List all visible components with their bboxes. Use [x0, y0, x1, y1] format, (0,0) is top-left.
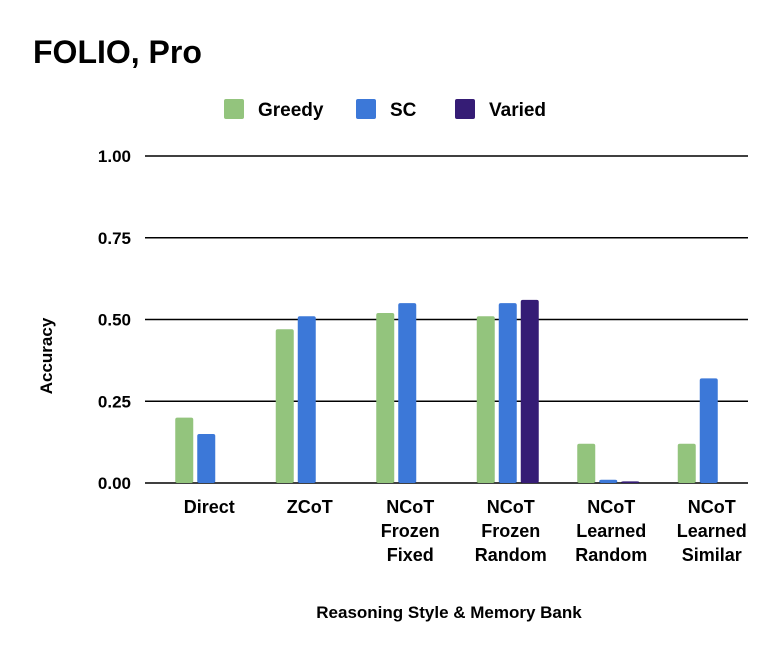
bar-greedy: [376, 312, 395, 483]
x-tick-label: NCoT Frozen Fixed: [381, 497, 440, 565]
bar-sc: [197, 433, 216, 483]
bar-greedy: [677, 443, 696, 483]
legend-item-sc: SC: [356, 99, 417, 121]
legend-swatch: [455, 99, 475, 119]
bar-greedy: [175, 417, 194, 483]
legend-swatch: [356, 99, 376, 119]
chart-title: FOLIO, Pro: [33, 34, 202, 70]
legend-swatch: [224, 99, 244, 119]
x-axis-label: Reasoning Style & Memory Bank: [316, 603, 582, 622]
bar-greedy: [275, 329, 294, 483]
legend-label: SC: [390, 100, 417, 121]
legend-item-varied: Varied: [455, 99, 546, 121]
bar-varied: [621, 481, 640, 483]
bar-sc: [699, 378, 718, 483]
bar-sc: [398, 303, 417, 483]
y-tick-label: 0.00: [98, 474, 131, 493]
y-tick-label: 0.50: [98, 311, 131, 330]
legend: Greedy SC Varied: [224, 99, 546, 121]
y-tick-label: 1.00: [98, 147, 131, 166]
legend-label: Greedy: [258, 100, 324, 121]
bar-varied: [520, 299, 539, 483]
bar-greedy: [476, 316, 495, 483]
x-tick-label: ZCoT: [287, 497, 333, 517]
y-axis-ticks: 0.00 0.25 0.50 0.75 1.00: [98, 147, 131, 493]
bar-sc: [498, 303, 517, 483]
x-axis-categories: Direct ZCoT NCoT Frozen Fixed NCoT Frozen Rando…: [184, 497, 747, 565]
bars: [175, 299, 718, 483]
x-tick-label: Direct: [184, 497, 235, 517]
legend-label: Varied: [489, 100, 546, 121]
x-tick-label: NCoT Learned Similar: [677, 497, 747, 565]
gridlines: [145, 155, 748, 484]
x-tick-label: NCoT Learned Random: [575, 497, 647, 565]
y-axis-label: Accuracy: [37, 317, 56, 394]
bar-sc: [297, 316, 316, 483]
y-tick-label: 0.25: [98, 392, 131, 411]
y-tick-label: 0.75: [98, 229, 131, 248]
x-tick-label: NCoT Frozen Random: [475, 497, 547, 565]
legend-item-greedy: Greedy: [224, 99, 324, 121]
bar-greedy: [577, 443, 596, 483]
bar-sc: [599, 479, 618, 483]
